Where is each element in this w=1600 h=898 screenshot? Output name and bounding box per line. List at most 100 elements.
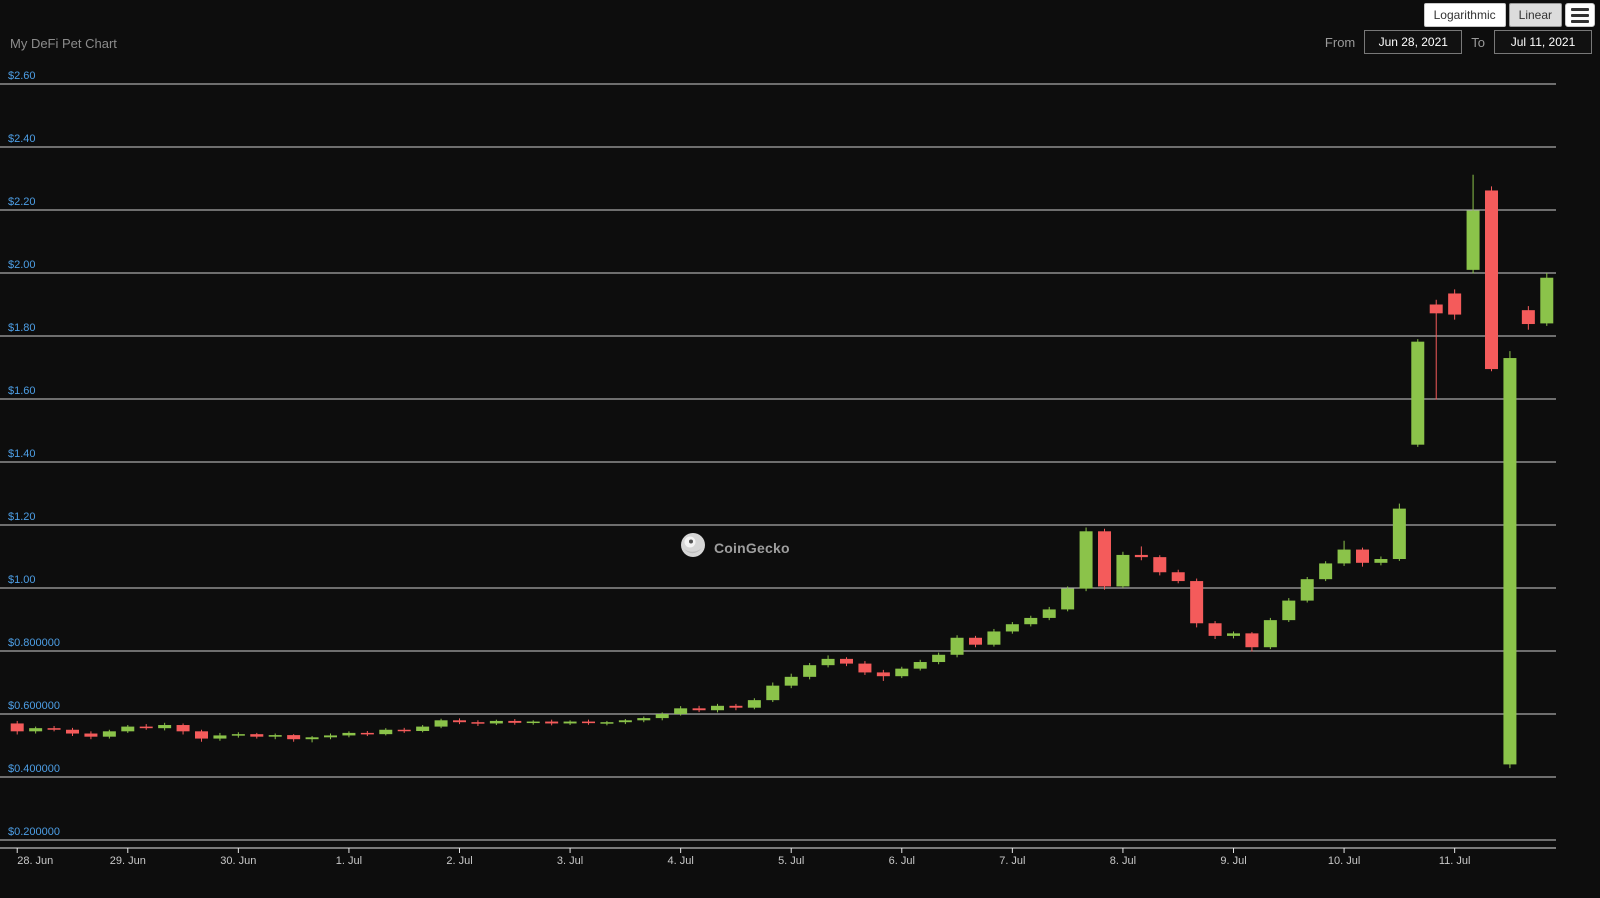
candle[interactable] [1061,588,1075,610]
candle[interactable] [1448,293,1462,315]
candle[interactable] [803,665,817,677]
candle[interactable] [84,733,98,737]
candle[interactable] [471,722,485,724]
candle[interactable] [821,658,835,666]
candle[interactable] [29,728,43,732]
candle[interactable] [1227,633,1240,636]
candle[interactable] [342,732,356,736]
candle[interactable] [1429,304,1443,314]
candle[interactable] [250,734,264,737]
candle[interactable] [176,725,190,732]
candle[interactable] [10,723,24,732]
candle[interactable] [268,735,282,737]
candle[interactable] [729,705,743,708]
candle[interactable] [1319,563,1333,580]
hamburger-menu-icon[interactable] [1565,3,1595,27]
candle[interactable] [360,732,374,735]
candle[interactable] [913,662,927,669]
candle[interactable] [1116,554,1130,587]
candle[interactable] [305,737,319,740]
candle[interactable] [895,668,909,677]
candle[interactable] [66,729,79,734]
x-axis-label: 30. Jun [220,855,256,867]
candle[interactable] [840,658,853,664]
x-axis-label: 6. Jul [889,855,915,867]
y-axis-label: $1.80 [8,322,36,334]
candle[interactable] [692,708,706,711]
candle[interactable] [747,700,761,708]
candle[interactable] [1190,581,1204,624]
candle[interactable] [1245,633,1259,648]
x-axis-label: 2. Jul [446,855,472,867]
candle[interactable] [655,714,669,719]
candle[interactable] [508,720,522,723]
candle[interactable] [139,726,153,729]
candle[interactable] [1171,572,1185,582]
candle[interactable] [600,722,614,724]
candle[interactable] [1005,624,1019,632]
candle[interactable] [858,663,872,673]
candle[interactable] [287,735,301,740]
candle[interactable] [784,676,798,686]
candle[interactable] [876,672,890,677]
candle[interactable] [674,708,688,714]
candle[interactable] [195,731,208,739]
from-label: From [1324,34,1356,50]
y-axis-label: $1.40 [8,448,36,460]
candle[interactable] [1282,600,1296,621]
candle[interactable] [545,721,559,724]
candle[interactable] [1079,531,1093,589]
candle[interactable] [1263,620,1277,648]
candle[interactable] [1374,559,1388,563]
candle[interactable] [1153,557,1167,573]
candle[interactable] [1466,210,1480,270]
candle[interactable] [766,685,780,701]
candle[interactable] [1356,549,1369,563]
candle[interactable] [1098,531,1111,587]
candle[interactable] [1024,617,1038,625]
candle[interactable] [489,720,503,724]
y-axis-label: $2.00 [8,259,36,271]
candle[interactable] [582,721,595,724]
candle[interactable] [453,720,466,723]
candle[interactable] [987,631,1001,645]
candle[interactable] [1300,579,1314,601]
candle[interactable] [379,729,393,735]
candle[interactable] [637,718,651,721]
candle[interactable] [563,721,577,724]
candle[interactable] [47,728,61,730]
candle[interactable] [1337,549,1351,564]
candle[interactable] [1042,609,1056,618]
candle[interactable] [434,720,448,727]
candle[interactable] [397,729,411,732]
candle[interactable] [1392,508,1406,560]
linear-button[interactable]: Linear [1508,3,1562,27]
candle[interactable] [1485,190,1498,370]
candle[interactable] [1521,310,1535,325]
y-axis-label: $1.20 [8,511,36,523]
candle[interactable] [950,637,964,655]
candle[interactable] [416,726,430,732]
candle[interactable] [1134,554,1148,558]
candle[interactable] [526,721,540,724]
candle[interactable] [1411,341,1425,445]
candle[interactable] [932,654,946,663]
candle[interactable] [121,726,135,732]
candle[interactable] [618,720,632,723]
candle[interactable] [711,705,724,711]
to-date-input[interactable]: Jul 11, 2021 [1494,30,1592,54]
candle[interactable] [158,725,172,729]
candle[interactable] [231,734,245,736]
candle[interactable] [213,735,227,739]
candle[interactable] [969,637,982,645]
x-axis-label: 5. Jul [778,855,804,867]
candle[interactable] [324,735,337,738]
candle[interactable] [1540,277,1554,324]
candle[interactable] [102,731,116,737]
logarithmic-button[interactable]: Logarithmic [1423,3,1506,27]
y-axis-label: $0.600000 [8,700,60,712]
candle[interactable] [1503,358,1517,765]
candle[interactable] [1208,623,1222,636]
from-date-input[interactable]: Jun 28, 2021 [1364,30,1463,54]
